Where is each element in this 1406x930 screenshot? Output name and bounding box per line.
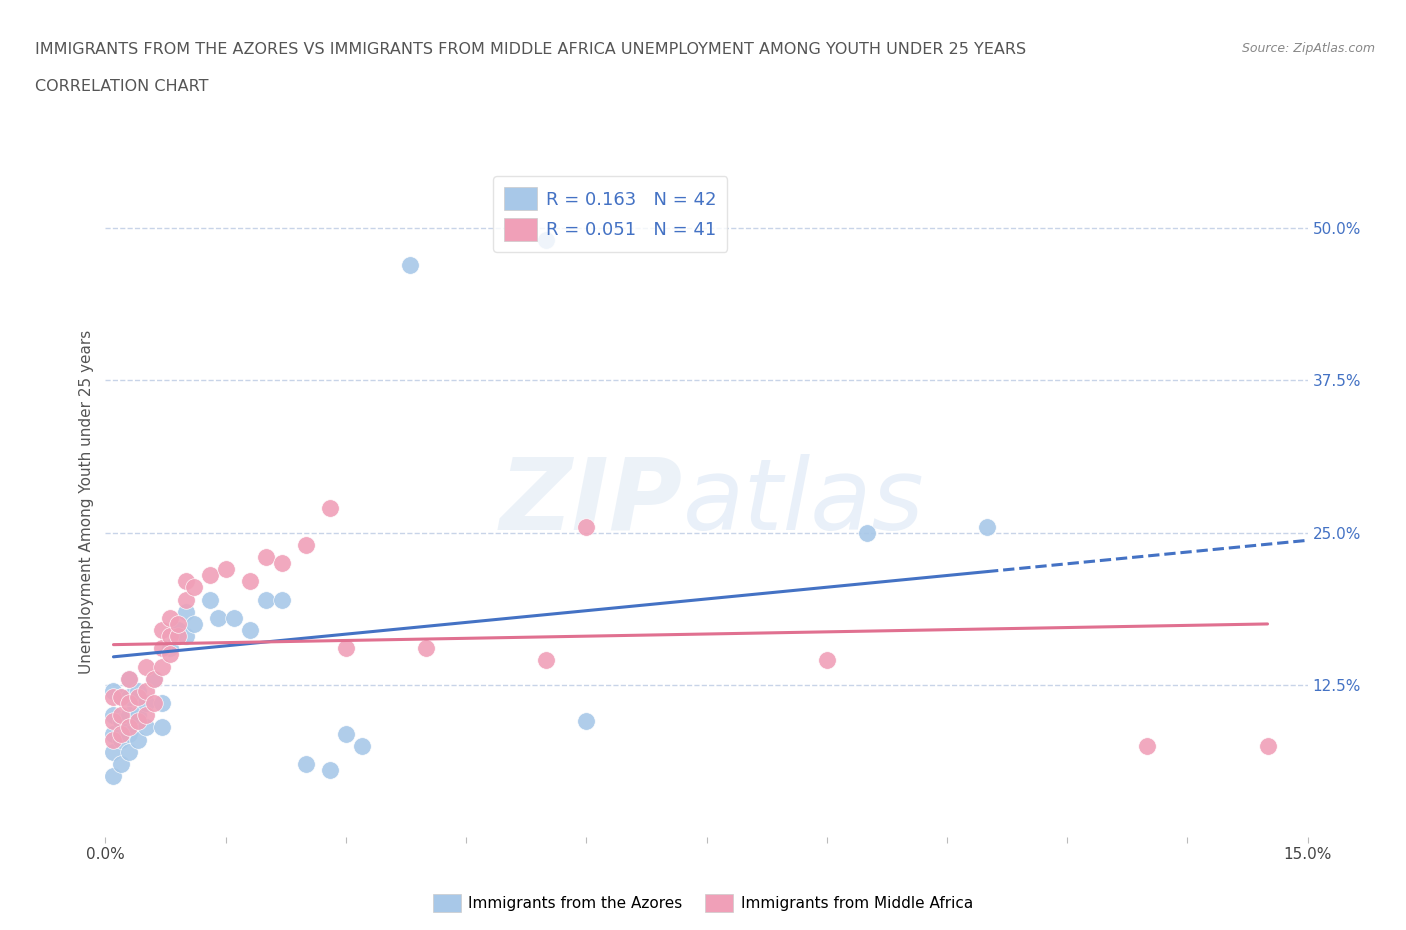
Point: [110, 689, 132, 704]
Point: [103, 684, 125, 698]
Point: [118, 671, 141, 686]
Point: [135, 659, 157, 674]
Point: [1257, 738, 1279, 753]
Point: [295, 538, 318, 552]
Point: [135, 696, 157, 711]
Point: [295, 756, 318, 771]
Point: [150, 696, 173, 711]
Point: [166, 617, 188, 631]
Point: [855, 525, 877, 540]
Point: [127, 714, 149, 729]
Point: [110, 732, 132, 747]
Point: [135, 720, 157, 735]
Point: [118, 720, 141, 735]
Text: IMMIGRANTS FROM THE AZORES VS IMMIGRANTS FROM MIDDLE AFRICA UNEMPLOYMENT AMONG Y: IMMIGRANTS FROM THE AZORES VS IMMIGRANTS…: [35, 42, 1026, 57]
Point: [174, 574, 197, 589]
Point: [103, 769, 125, 784]
Point: [103, 689, 125, 704]
Point: [150, 659, 173, 674]
Point: [103, 744, 125, 759]
Point: [159, 641, 181, 656]
Point: [222, 610, 245, 625]
Point: [110, 756, 132, 771]
Point: [174, 629, 197, 644]
Point: [103, 708, 125, 723]
Point: [142, 671, 165, 686]
Point: [118, 744, 141, 759]
Point: [150, 720, 173, 735]
Text: atlas: atlas: [682, 454, 924, 551]
Point: [335, 726, 357, 741]
Point: [575, 714, 598, 729]
Point: [319, 763, 342, 777]
Point: [118, 708, 141, 723]
Point: [214, 562, 236, 577]
Text: Source: ZipAtlas.com: Source: ZipAtlas.com: [1241, 42, 1375, 55]
Point: [103, 732, 125, 747]
Point: [166, 629, 188, 644]
Point: [135, 708, 157, 723]
Point: [183, 617, 205, 631]
Point: [159, 610, 181, 625]
Point: [159, 629, 181, 644]
Point: [118, 696, 141, 711]
Point: [166, 622, 188, 637]
Point: [534, 653, 557, 668]
Text: CORRELATION CHART: CORRELATION CHART: [35, 79, 208, 94]
Point: [575, 519, 598, 534]
Point: [127, 708, 149, 723]
Point: [1136, 738, 1159, 753]
Point: [239, 574, 262, 589]
Point: [127, 684, 149, 698]
Point: [254, 550, 277, 565]
Point: [127, 732, 149, 747]
Point: [103, 714, 125, 729]
Point: [270, 555, 292, 570]
Point: [239, 622, 262, 637]
Y-axis label: Unemployment Among Youth under 25 years: Unemployment Among Youth under 25 years: [79, 330, 94, 674]
Point: [198, 568, 221, 583]
Point: [534, 233, 557, 248]
Point: [135, 684, 157, 698]
Legend: R = 0.163   N = 42, R = 0.051   N = 41: R = 0.163 N = 42, R = 0.051 N = 41: [494, 177, 727, 252]
Point: [159, 647, 181, 662]
Point: [110, 726, 132, 741]
Point: [110, 689, 132, 704]
Point: [103, 726, 125, 741]
Point: [183, 580, 205, 595]
Point: [150, 622, 173, 637]
Point: [174, 592, 197, 607]
Point: [415, 641, 437, 656]
Point: [142, 671, 165, 686]
Point: [118, 689, 141, 704]
Point: [207, 610, 229, 625]
Point: [976, 519, 998, 534]
Point: [127, 689, 149, 704]
Text: ZIP: ZIP: [499, 454, 682, 551]
Point: [174, 604, 197, 619]
Point: [110, 714, 132, 729]
Point: [118, 726, 141, 741]
Point: [142, 696, 165, 711]
Point: [110, 708, 132, 723]
Point: [815, 653, 838, 668]
Point: [319, 501, 342, 516]
Point: [198, 592, 221, 607]
Point: [254, 592, 277, 607]
Point: [399, 258, 422, 272]
Point: [270, 592, 292, 607]
Legend: Immigrants from the Azores, Immigrants from Middle Africa: Immigrants from the Azores, Immigrants f…: [427, 888, 979, 918]
Point: [335, 641, 357, 656]
Point: [350, 738, 373, 753]
Point: [150, 641, 173, 656]
Point: [118, 671, 141, 686]
